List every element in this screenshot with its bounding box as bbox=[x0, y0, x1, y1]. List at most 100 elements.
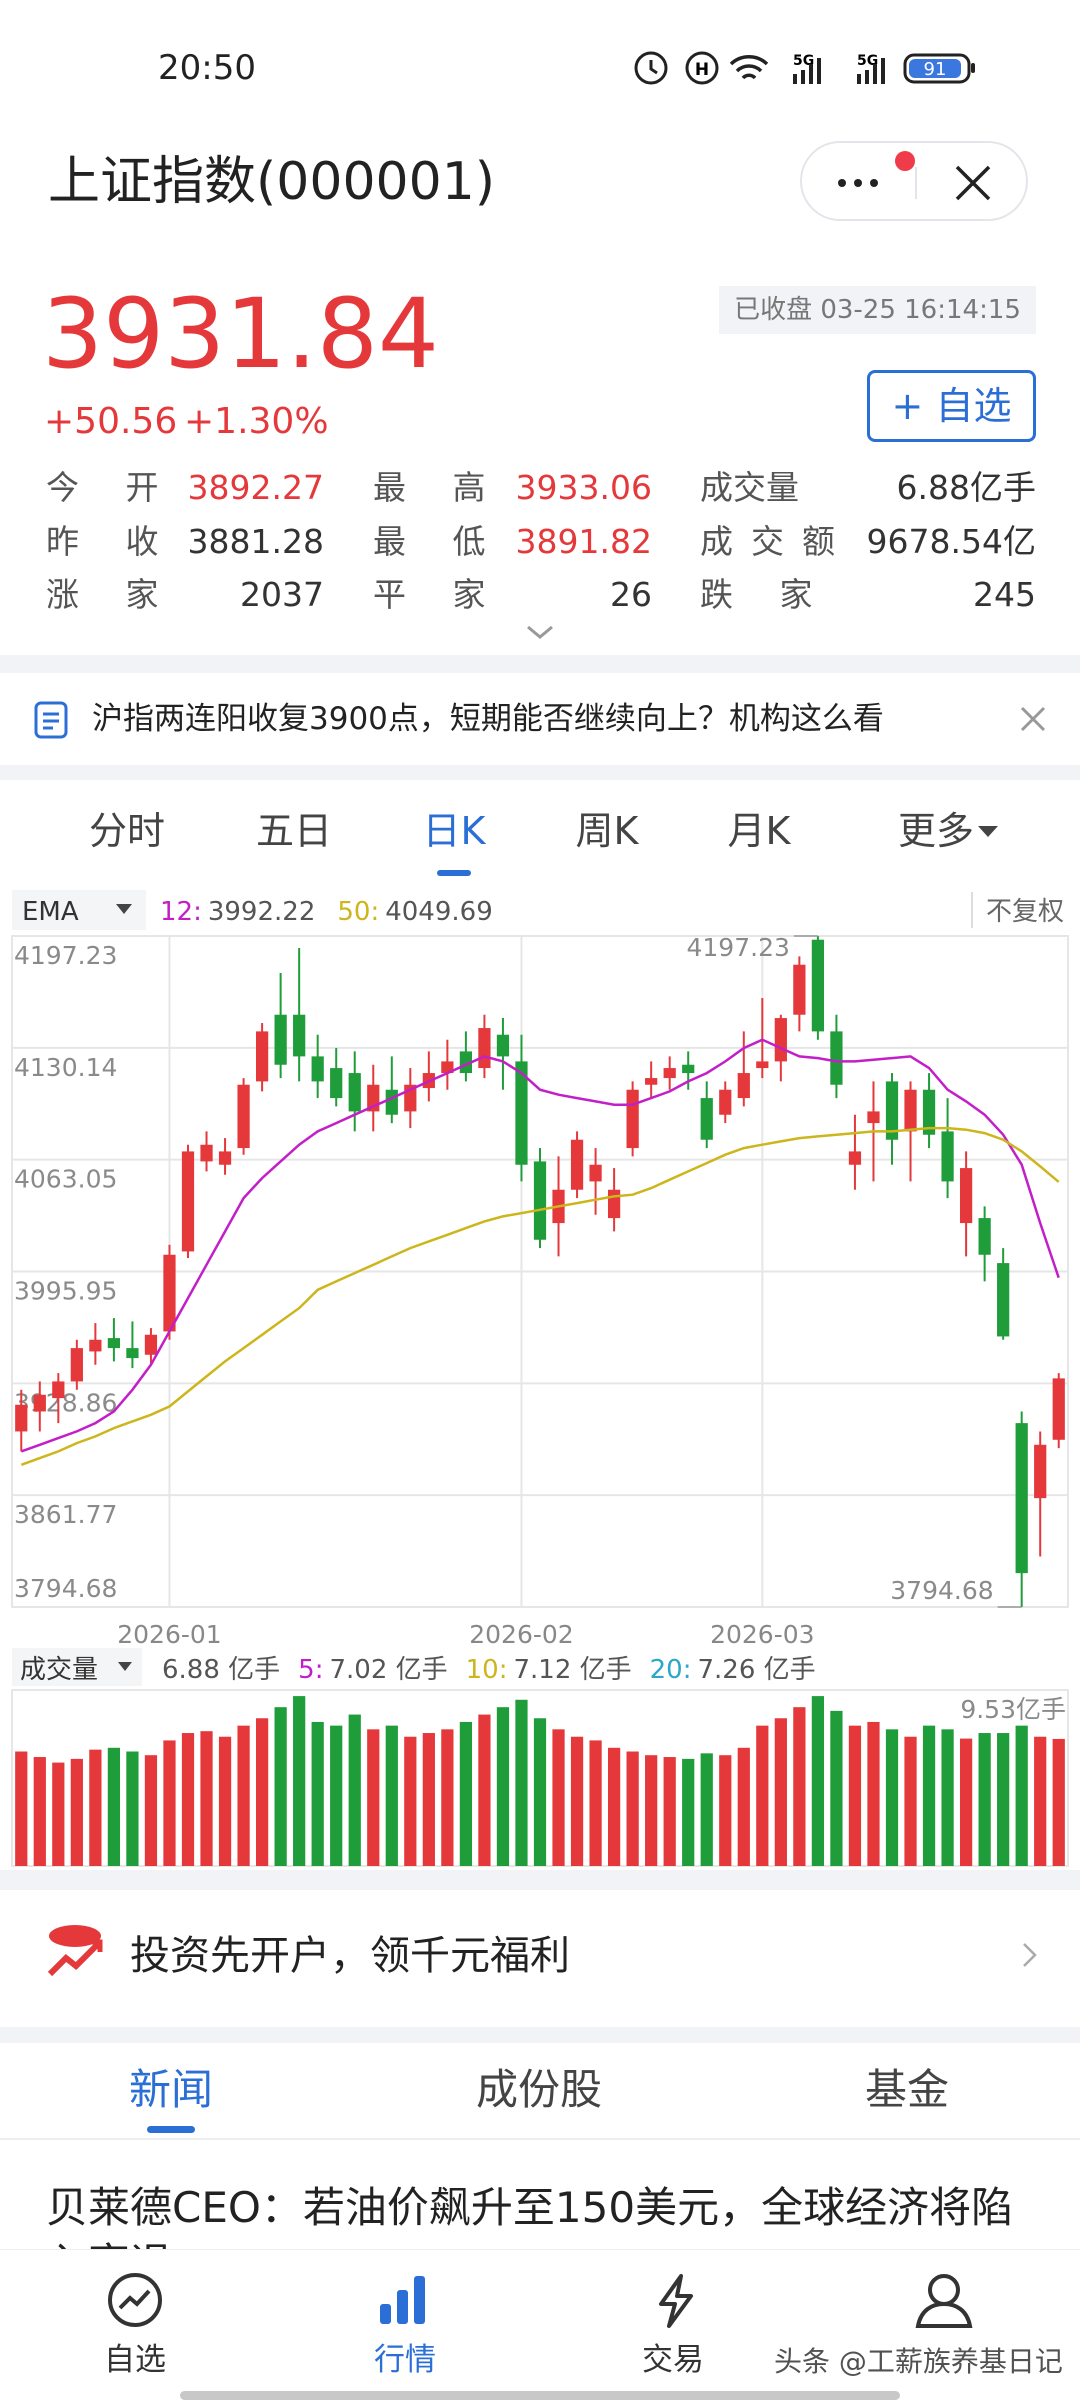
volume-bar bbox=[997, 1733, 1010, 1866]
candle-body bbox=[941, 1131, 954, 1182]
chevron bbox=[1023, 1943, 1037, 1967]
volume-bar bbox=[496, 1707, 510, 1866]
battery-level: 91 bbox=[924, 59, 947, 80]
candle-body bbox=[867, 1111, 880, 1124]
nav-label[interactable]: 交易 bbox=[642, 2342, 704, 2378]
nav-bar bbox=[0, 2250, 1080, 2400]
x-tick-label: 2026-02 bbox=[469, 1620, 573, 1649]
candle-body bbox=[237, 1084, 250, 1149]
candle-body bbox=[144, 1334, 158, 1355]
volume-ma-value: 7.12 亿手 bbox=[513, 1655, 631, 1685]
volume-bar bbox=[200, 1731, 213, 1866]
volume-bar bbox=[311, 1721, 324, 1866]
add-watchlist-button[interactable]: + 自选 bbox=[867, 370, 1036, 442]
candle-body bbox=[904, 1089, 917, 1132]
market-status: 已收盘 03-25 16:14:15 bbox=[719, 286, 1036, 334]
price: 3931.84 bbox=[42, 278, 439, 390]
content-tab[interactable]: 新闻 bbox=[128, 2065, 214, 2114]
volume-bar bbox=[515, 1699, 528, 1866]
candle-body bbox=[533, 1161, 547, 1240]
volume-bar bbox=[404, 1736, 417, 1866]
legend-name: 12: bbox=[160, 897, 202, 927]
volume-bar bbox=[700, 1753, 713, 1866]
divider bbox=[0, 2138, 1080, 2140]
candle-body bbox=[89, 1339, 102, 1352]
candle-body bbox=[645, 1078, 658, 1085]
candle-body bbox=[33, 1394, 46, 1412]
promo-text[interactable]: 投资先开户，领千元福利 bbox=[130, 1933, 570, 1979]
volume-bar bbox=[459, 1721, 473, 1866]
period-tab[interactable]: 日K bbox=[422, 809, 486, 853]
volume-bar bbox=[255, 1718, 269, 1866]
period-tab[interactable]: 五日 bbox=[255, 809, 333, 853]
promo-icon bbox=[47, 1925, 103, 1977]
y-tick-label: 3928.86 bbox=[14, 1388, 117, 1417]
stat-value: 2037 bbox=[240, 575, 324, 614]
volume-bar bbox=[52, 1762, 65, 1866]
watermark: 头条 @工薪族养基日记 bbox=[774, 2345, 1063, 2378]
close-icon[interactable] bbox=[1018, 704, 1048, 734]
volume-selector bbox=[12, 1648, 142, 1686]
candle-body bbox=[218, 1151, 232, 1165]
candle-body bbox=[293, 1014, 306, 1057]
volume-bar bbox=[719, 1755, 732, 1866]
volume-bar bbox=[385, 1725, 398, 1866]
home-indicator bbox=[180, 2391, 900, 2400]
dropdown-arrow bbox=[978, 826, 998, 837]
candle-body bbox=[496, 1034, 510, 1057]
high-annotation: 4197.23 bbox=[687, 933, 790, 962]
period-tab[interactable]: 更多 bbox=[897, 809, 975, 853]
volume-bar bbox=[348, 1714, 361, 1866]
x-tick-label: 2026-03 bbox=[710, 1620, 814, 1649]
candle-body bbox=[737, 1073, 750, 1099]
adjust-mode: 不复权 bbox=[986, 897, 1064, 927]
candle-body bbox=[441, 1061, 454, 1074]
content-tab[interactable]: 基金 bbox=[864, 2065, 950, 2114]
candle-body bbox=[478, 1028, 491, 1069]
volume-bar bbox=[793, 1707, 806, 1866]
candle-body bbox=[255, 1031, 269, 1082]
change: +50.56 bbox=[44, 401, 178, 442]
volume-bar bbox=[293, 1696, 306, 1866]
expand-icon[interactable] bbox=[524, 622, 556, 642]
volume-bar bbox=[774, 1718, 787, 1866]
capsule bbox=[800, 141, 1028, 221]
nav-label[interactable]: 自选 bbox=[104, 2342, 166, 2378]
volume-ma-name: 20: bbox=[650, 1655, 692, 1685]
tab-indicator bbox=[437, 870, 471, 876]
nav-label[interactable]: 行情 bbox=[374, 2342, 436, 2378]
volume-bar bbox=[811, 1696, 825, 1866]
volume-bar bbox=[33, 1757, 46, 1866]
volume-title: 成交量 bbox=[20, 1655, 98, 1685]
volume-bar bbox=[533, 1718, 547, 1866]
candle-body bbox=[1015, 1423, 1028, 1574]
news-banner[interactable]: 沪指两连阳收复3900点，短期能否继续向上？机构这么看 bbox=[92, 701, 884, 737]
stat-label: 最 低 bbox=[373, 522, 504, 561]
candle-body bbox=[1034, 1444, 1047, 1499]
dropdown-arrow bbox=[116, 904, 132, 914]
volume-bar bbox=[274, 1707, 287, 1866]
volume-bar bbox=[904, 1736, 917, 1866]
volume-bar bbox=[663, 1757, 676, 1866]
content-tab[interactable]: 成份股 bbox=[475, 2065, 603, 2114]
period-tab[interactable]: 月K bbox=[727, 809, 791, 853]
nav-icons bbox=[108, 2273, 973, 2328]
volume-bar bbox=[570, 1736, 584, 1866]
separator bbox=[0, 765, 1080, 780]
volume-value: 6.88 亿手 bbox=[162, 1655, 280, 1685]
candle-body bbox=[348, 1073, 361, 1112]
volume-bar bbox=[830, 1710, 843, 1866]
period-tab[interactable]: 分时 bbox=[88, 809, 166, 853]
volume-bar bbox=[552, 1729, 565, 1866]
change-percent: +1.30% bbox=[184, 401, 329, 442]
candle-body bbox=[978, 1218, 991, 1255]
volume-bar bbox=[848, 1725, 862, 1866]
candle-body bbox=[997, 1263, 1010, 1337]
volume-ma-value: 7.26 亿手 bbox=[697, 1655, 815, 1685]
headline[interactable]: 贝莱德CEO：若油价飙升至150美元，全球经济将陷入衰退 bbox=[46, 2183, 1014, 2250]
candle-body bbox=[663, 1068, 676, 1079]
volume-bar bbox=[89, 1749, 102, 1866]
volume-bar bbox=[367, 1729, 380, 1866]
candle-body bbox=[311, 1056, 324, 1082]
period-tab[interactable]: 周K bbox=[575, 809, 639, 853]
